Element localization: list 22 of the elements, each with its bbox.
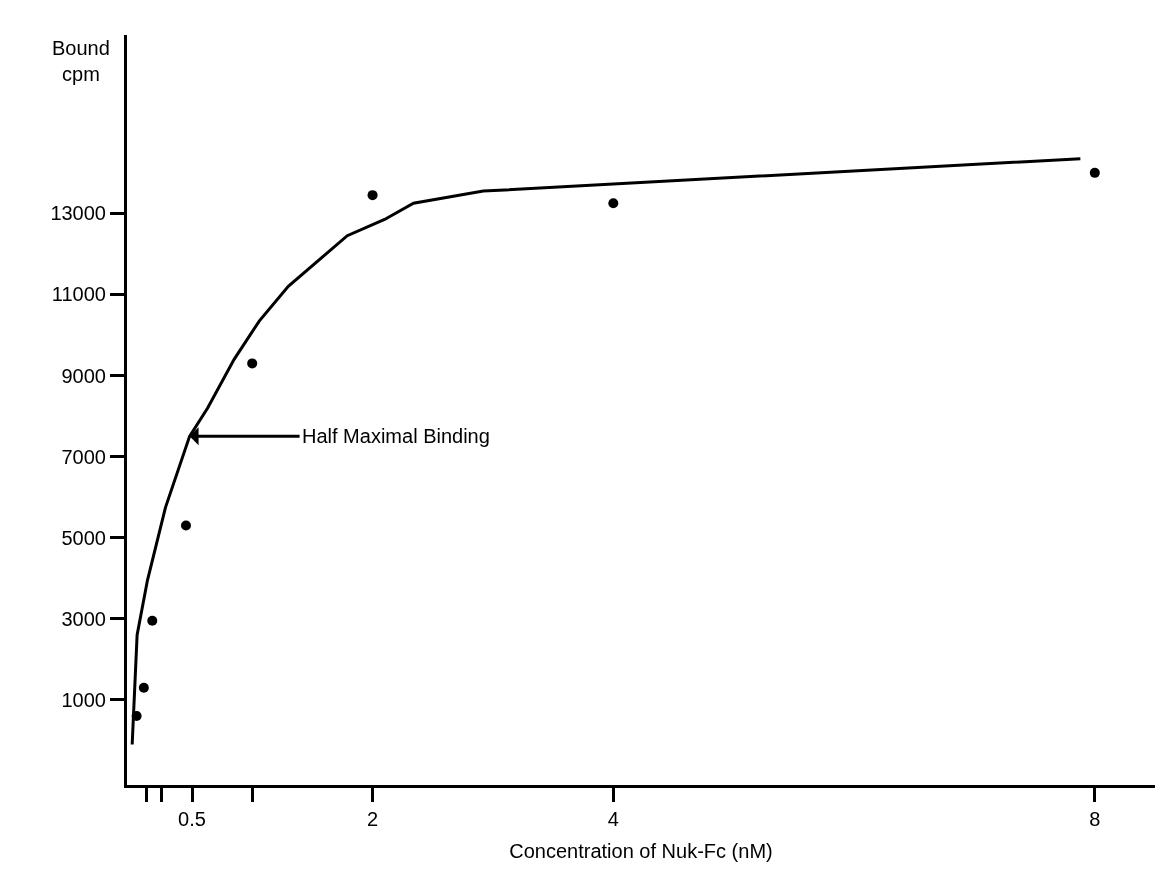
point bbox=[147, 615, 158, 626]
point bbox=[367, 190, 378, 201]
y-tick-label: 3000 bbox=[61, 607, 106, 630]
y-tick-label: 11000 bbox=[51, 283, 106, 306]
y-axis-title: Bound cpm bbox=[52, 37, 110, 85]
point bbox=[608, 198, 619, 209]
point bbox=[1089, 167, 1100, 178]
y-tick-label: 1000 bbox=[61, 688, 106, 711]
x-tick-label: 8 bbox=[1089, 808, 1101, 830]
y-tick-label: 5000 bbox=[61, 526, 106, 549]
line-series bbox=[130, 157, 1082, 746]
x-axis-title: Concentration of Nuk-Fc (nM) bbox=[509, 839, 773, 862]
y-tick-label: 13000 bbox=[50, 202, 106, 225]
point bbox=[247, 358, 258, 369]
point bbox=[180, 520, 191, 531]
annotation: Half Maximal Binding bbox=[302, 425, 490, 447]
x-tick-label: 2 bbox=[367, 808, 379, 830]
x-tick-label: 0.5 bbox=[178, 808, 206, 830]
y-tick-label: 7000 bbox=[61, 445, 106, 468]
y-tick-label: 9000 bbox=[61, 364, 106, 387]
x-tick-label: 4 bbox=[607, 808, 619, 830]
point bbox=[138, 682, 149, 693]
